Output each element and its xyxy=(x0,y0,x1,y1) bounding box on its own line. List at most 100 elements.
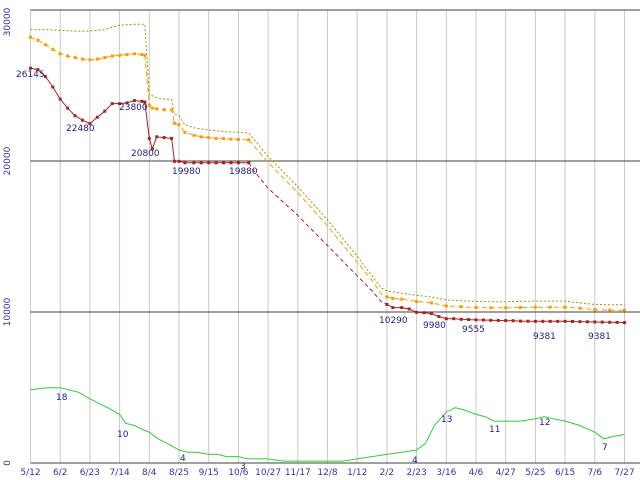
avg-price-marker xyxy=(125,53,129,57)
min-price-marker xyxy=(481,318,485,322)
price-annotation: 19980 xyxy=(172,167,201,177)
min-price-marker xyxy=(88,122,92,126)
min-price-marker xyxy=(623,321,626,325)
min-price-marker xyxy=(437,315,441,319)
x-axis-tick-label: 2/2 xyxy=(380,468,394,478)
avg-price-marker xyxy=(563,305,567,309)
min-price-marker xyxy=(519,319,523,323)
avg-price-marker xyxy=(132,52,136,56)
x-axis-tick-label: 1/12 xyxy=(347,468,367,478)
avg-price-marker xyxy=(177,123,181,127)
gridlines xyxy=(30,9,640,464)
avg-price-marker xyxy=(66,54,70,58)
avg-price-marker xyxy=(593,308,597,312)
min-price-marker xyxy=(43,74,47,78)
store-count-annotation: 10 xyxy=(117,430,129,440)
min-price-marker xyxy=(474,318,478,322)
min-price-marker xyxy=(29,66,32,70)
min-price-marker xyxy=(400,306,404,310)
y-axis-tick-label: 0 xyxy=(3,460,13,466)
x-axis-tick-label: 4/27 xyxy=(496,468,516,478)
x-axis-tick-label: 6/2 xyxy=(53,468,67,478)
min-price-marker xyxy=(556,319,560,323)
price-annotation: 9555 xyxy=(462,325,485,335)
avg-price-marker xyxy=(578,306,582,310)
min-price-marker xyxy=(103,109,107,113)
min-price-marker xyxy=(452,317,456,321)
min-price-marker xyxy=(58,97,62,101)
min-price-marker xyxy=(526,319,530,323)
avg-price-marker xyxy=(51,47,55,51)
avg-price-marker xyxy=(155,107,159,111)
avg-price-marker xyxy=(183,130,187,134)
avg-price-marker xyxy=(140,53,144,57)
avg-price-marker xyxy=(95,57,99,61)
avg-price-marker xyxy=(147,103,151,107)
min-price-marker xyxy=(600,320,604,324)
store-count-annotation: 7 xyxy=(602,443,608,453)
avg-price-marker xyxy=(623,308,626,312)
min-price-marker xyxy=(489,318,493,322)
data-series xyxy=(29,23,626,462)
avg-price-line xyxy=(30,36,249,141)
avg-price-marker xyxy=(80,57,84,61)
avg-price-marker xyxy=(207,136,211,140)
annotations: 26145 22480 23800 20800 19980 19880 10290 9980 9… xyxy=(16,70,611,472)
x-axis-tick-label: 7/14 xyxy=(109,468,129,478)
min-price-marker xyxy=(391,306,395,310)
avg-price-line xyxy=(386,296,625,311)
price-annotation: 19880 xyxy=(229,167,258,177)
x-axis-tick-label: 5/25 xyxy=(525,468,545,478)
x-axis-tick-label: 9/15 xyxy=(199,468,219,478)
min-price-marker xyxy=(429,312,433,316)
avg-price-marker xyxy=(36,38,40,42)
min-price-marker xyxy=(615,320,619,324)
min-price-marker xyxy=(95,115,99,119)
avg-price-marker xyxy=(444,304,448,308)
min-price-line xyxy=(248,162,388,305)
store-count-annotation: 12 xyxy=(539,418,550,428)
min-price-marker xyxy=(66,106,70,110)
avg-price-marker xyxy=(199,135,203,139)
avg-price-marker xyxy=(391,296,395,300)
avg-price-marker xyxy=(236,137,240,141)
avg-price-marker xyxy=(58,52,62,56)
store-count-annotation: 11 xyxy=(489,425,500,435)
min-price-marker xyxy=(155,135,159,139)
avg-price-marker xyxy=(429,301,433,305)
avg-price-marker xyxy=(504,306,508,310)
min-price-marker xyxy=(548,319,552,323)
min-price-marker xyxy=(214,161,218,165)
x-axis-tick-label: 7/6 xyxy=(588,468,603,478)
x-axis-tick-label: 8/4 xyxy=(142,468,157,478)
x-axis-tick-label: 6/23 xyxy=(80,468,100,478)
x-axis-tick-label: 7/27 xyxy=(614,468,634,478)
x-axis-tick-label: 5/12 xyxy=(20,468,40,478)
avg-price-marker xyxy=(73,56,77,60)
avg-price-marker xyxy=(43,43,47,47)
min-price-marker xyxy=(578,320,582,324)
min-price-marker xyxy=(162,136,166,140)
avg-price-marker xyxy=(489,306,493,310)
min-price-marker xyxy=(608,320,612,324)
avg-price-marker xyxy=(548,305,552,309)
axis-labels: 5/12 6/2 6/23 7/14 8/4 8/25 9/15 10/6 10/27 11/17… xyxy=(3,7,635,478)
x-axis-tick-label: 10/27 xyxy=(255,468,281,478)
store-count-annotation: 4 xyxy=(180,454,186,464)
min-price-marker xyxy=(125,101,129,105)
min-price-marker xyxy=(170,136,174,140)
min-price-marker xyxy=(236,161,240,165)
y-axis-tick-label: 10000 xyxy=(3,297,13,326)
avg-price-marker xyxy=(533,305,537,309)
min-price-marker xyxy=(533,319,537,323)
avg-price-marker xyxy=(110,54,114,58)
avg-price-marker xyxy=(162,108,166,112)
x-axis-tick-label: 8/25 xyxy=(169,468,189,478)
min-price-marker xyxy=(444,317,448,321)
store-count-line xyxy=(30,387,625,462)
min-price-marker xyxy=(36,68,40,72)
avg-price-marker xyxy=(474,305,478,309)
avg-price-marker xyxy=(229,137,233,141)
store-count-annotation: 13 xyxy=(441,415,452,425)
